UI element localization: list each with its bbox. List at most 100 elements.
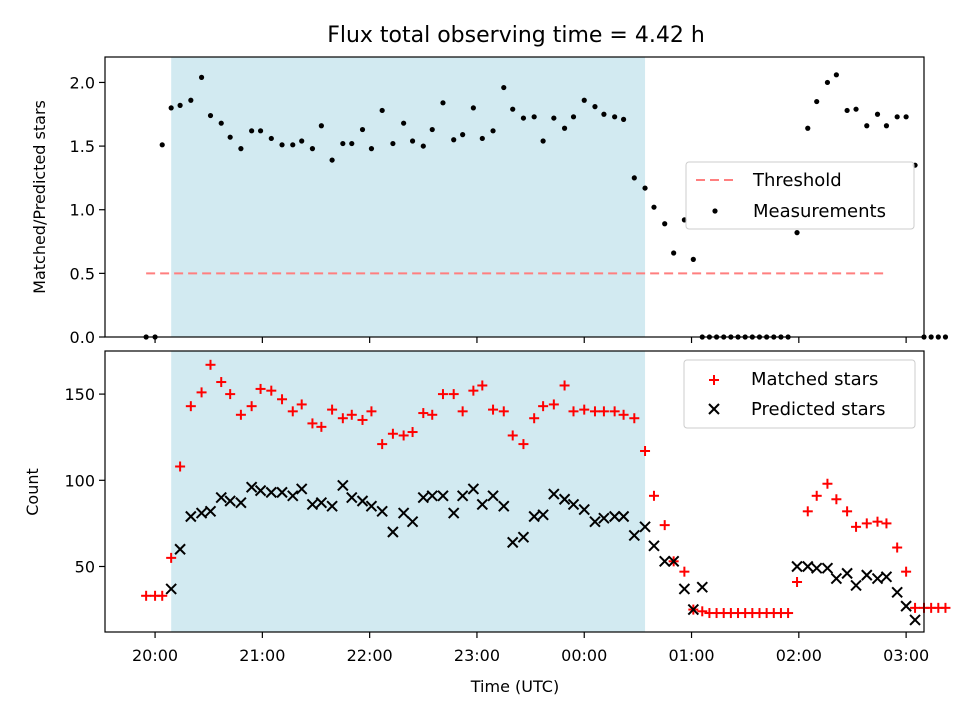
matched-point (166, 552, 177, 563)
predicted-point (696, 581, 708, 593)
measurement-point (824, 79, 831, 86)
matched-point (872, 516, 883, 527)
predicted-point (165, 583, 177, 595)
measurement-point (249, 128, 255, 134)
predicted-point (811, 562, 823, 574)
measurement-point (451, 137, 457, 143)
matched-point (659, 520, 670, 531)
measurement-point (309, 146, 316, 152)
x-tick-label: 02:00 (776, 646, 822, 665)
predicted-point (567, 498, 580, 511)
y-tick-label: 1.5 (70, 137, 95, 156)
x-tick-label: 22:00 (347, 646, 393, 665)
top-x-axis (154, 337, 907, 343)
measurement-point (671, 250, 677, 256)
measurement-point (601, 111, 607, 117)
predicted-point (426, 490, 438, 502)
predicted-point (871, 572, 884, 585)
predicted-point (287, 490, 299, 502)
matched-point (589, 406, 600, 417)
bottom-legend-box (683, 359, 916, 429)
measurement-point (642, 185, 648, 191)
matched-point (296, 399, 307, 410)
predicted-point (254, 484, 267, 497)
matched-point (568, 406, 579, 417)
predicted-point (235, 496, 247, 509)
measurement-point (501, 84, 507, 91)
measurement-point (168, 105, 174, 111)
predicted-point (850, 579, 862, 592)
matched-point (366, 406, 377, 417)
measurement-point (561, 125, 568, 131)
legend-threshold-label: Threshold (752, 170, 842, 191)
predicted-point (841, 567, 853, 580)
matched-point (387, 428, 398, 439)
measurement-point (894, 114, 900, 120)
measurement-point (844, 107, 850, 114)
predicted-point (195, 507, 208, 519)
predicted-point (791, 560, 803, 573)
measurement-point (490, 128, 496, 134)
top-axes-frame (104, 56, 925, 338)
top-panel: 0.00.51.01.52.0 Matched/Predicted stars … (30, 56, 949, 347)
measurement-point (268, 135, 274, 142)
matched-point (783, 608, 794, 619)
measurement-point (942, 334, 949, 340)
predicted-point (821, 562, 834, 574)
bottom-y-axis: 50 100 150 (64, 385, 105, 576)
predicted-point (204, 505, 217, 518)
matched-point (185, 401, 196, 412)
matched-point (811, 490, 822, 501)
predicted-point (608, 510, 621, 523)
matched-point (679, 566, 690, 577)
measurement-point (540, 138, 546, 144)
predicted-point (224, 495, 236, 507)
measurement-point (833, 72, 839, 78)
measurement-point (349, 140, 355, 147)
bottom-x-axis: 20:00 21:00 22:00 23:00 00:00 01:00 02:00 03:00 (132, 632, 929, 665)
top-shaded-interval (171, 57, 646, 337)
measurement-point (794, 230, 800, 236)
matched-point (598, 406, 609, 417)
matched-point (609, 406, 620, 417)
matched-point (851, 521, 862, 532)
top-y-axis-label: Matched/Predicted stars (30, 100, 49, 294)
predicted-point (891, 586, 903, 599)
predicted-point (185, 510, 197, 523)
predicted-point (406, 515, 419, 528)
matched-point (559, 380, 570, 391)
measurement-point (510, 106, 516, 112)
predicted-point (447, 507, 460, 519)
matched-point (277, 394, 288, 405)
bottom-panel: 50 100 150 20:00 21:00 22:00 23:00 00:00 01:00 0… (23, 350, 951, 696)
predicted-point (346, 491, 358, 504)
y-tick-label: 2.0 (70, 73, 95, 92)
measurement-point (409, 138, 416, 144)
measurement-point (690, 256, 696, 262)
predicted-point (880, 571, 893, 583)
legend-measurements-label: Measurements (753, 201, 886, 222)
matched-point (507, 430, 518, 441)
predicted-point (315, 496, 328, 509)
x-axis-label: Time (UTC) (470, 677, 559, 696)
x-tick-label: 20:00 (132, 646, 178, 665)
measurement-point (531, 114, 537, 120)
measurement-point (570, 114, 577, 120)
predicted-point (417, 491, 430, 504)
predicted-point (174, 543, 186, 555)
measurement-point (592, 104, 598, 110)
measurement-point (401, 120, 407, 126)
y-tick-label: 0.0 (70, 328, 95, 347)
predicted-point (456, 490, 469, 502)
matched-point (548, 399, 559, 410)
matched-point (792, 577, 803, 588)
chart-title: Flux total observing time = 4.42 h (327, 23, 705, 48)
measurement-point (853, 106, 859, 112)
matched-point (175, 461, 186, 472)
measurement-point (429, 126, 435, 133)
measurement-point (520, 115, 527, 121)
y-tick-label: 0.5 (70, 264, 95, 283)
predicted-point (648, 540, 660, 552)
measurement-point (279, 142, 285, 148)
